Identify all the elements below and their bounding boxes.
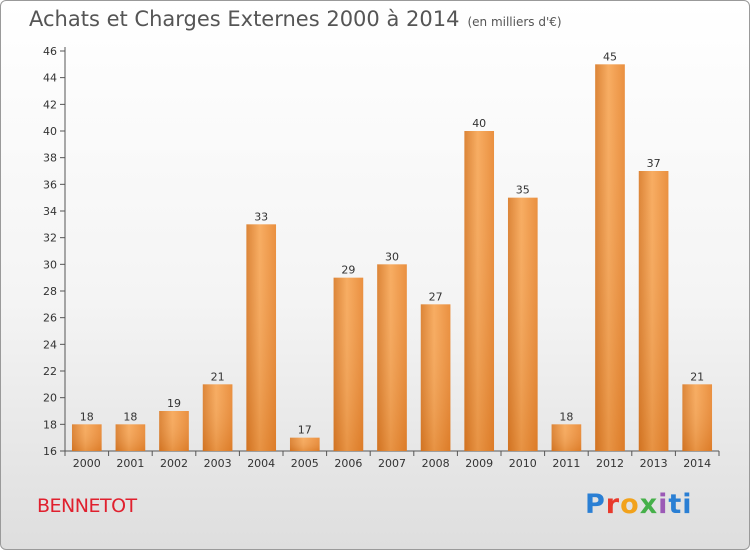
y-tick-label: 16: [43, 445, 57, 458]
y-tick-label: 20: [43, 392, 57, 405]
bar-shade: [464, 131, 495, 451]
logo-letter: o: [620, 489, 640, 520]
x-tick-label: 2004: [247, 457, 275, 470]
data-label: 33: [254, 210, 268, 223]
logo-letter: r: [605, 489, 621, 520]
x-tick-label: 2014: [683, 457, 711, 470]
x-tick-label: 2008: [422, 457, 450, 470]
x-tick-label: 2000: [73, 457, 101, 470]
data-labels-group: 18 18 19 21 33 17 29 30 27 40 35 18 45 37 21: [80, 50, 704, 436]
data-label: 19: [167, 397, 181, 410]
bar-shade: [595, 64, 625, 452]
y-tick-label: 22: [43, 365, 57, 378]
bar-shade: [289, 437, 320, 451]
y-tick-label: 42: [43, 98, 57, 111]
data-label: 17: [298, 424, 312, 437]
y-tick-label: 18: [43, 418, 57, 431]
bar-shade: [682, 384, 713, 451]
title-text: Achats et Charges Externes 2000 à 2014: [29, 7, 460, 31]
data-label: 27: [429, 290, 443, 303]
y-tick-label: 44: [43, 72, 57, 85]
x-tick-label: 2003: [204, 457, 232, 470]
bar-shade: [377, 264, 407, 451]
data-label: 35: [516, 184, 530, 197]
y-tick-label: 32: [43, 232, 57, 245]
logo-letter: i: [682, 489, 693, 520]
logo-letter: t: [668, 489, 683, 520]
y-tick-label: 38: [43, 152, 57, 165]
bars-group: [71, 64, 713, 452]
data-label: 18: [123, 410, 137, 423]
x-tick-label: 2009: [465, 457, 493, 470]
logo-letter: P: [585, 489, 606, 520]
data-label: 40: [472, 117, 486, 130]
data-label: 30: [385, 250, 399, 263]
x-tick-label: 2011: [552, 457, 580, 470]
x-tick-label: 2012: [596, 457, 624, 470]
data-label: 45: [603, 50, 617, 63]
bar-shade: [246, 224, 277, 451]
commune-name: BENNETOT: [37, 495, 137, 517]
bar-shade: [115, 424, 146, 451]
logo-letter: i: [658, 489, 669, 520]
bar-shade: [71, 424, 102, 451]
y-tick-label: 26: [43, 312, 57, 325]
data-label: 21: [211, 370, 225, 383]
bar-shade: [159, 411, 189, 451]
bar-shade: [420, 304, 451, 451]
y-tick-label: 28: [43, 285, 57, 298]
y-tick-label: 36: [43, 178, 57, 191]
data-label: 18: [559, 410, 573, 423]
x-tick-label: 2002: [160, 457, 188, 470]
x-tick-label: 2010: [509, 457, 537, 470]
proxiti-logo: Proxiti: [585, 489, 693, 520]
data-label: 29: [341, 264, 355, 277]
x-tick-label: 2005: [291, 457, 319, 470]
axes: 16 18 20 22 24 26 28 30 32 34 36 38 40 42 44 46 2000 2001…: [43, 45, 720, 470]
y-tick-label: 40: [43, 125, 57, 138]
data-label: 37: [647, 157, 661, 170]
x-tick-label: 2006: [334, 457, 362, 470]
y-tick-label: 24: [43, 338, 57, 351]
bar-shade: [333, 277, 364, 451]
bar-shade: [638, 171, 669, 451]
chart-title: Achats et Charges Externes 2000 à 2014 (e…: [29, 7, 562, 31]
bar-shade: [202, 384, 233, 451]
y-tick-label: 46: [43, 45, 57, 58]
chart-subtitle: (en milliers d'€): [467, 15, 562, 29]
x-tick-label: 2007: [378, 457, 406, 470]
bar-shade: [551, 424, 582, 451]
x-tick-label: 2013: [640, 457, 668, 470]
logo-letter: x: [639, 489, 659, 520]
bar-shade: [507, 197, 538, 451]
data-label: 18: [80, 410, 94, 423]
data-label: 21: [690, 370, 704, 383]
y-tick-label: 34: [43, 205, 57, 218]
x-tick-label: 2001: [116, 457, 144, 470]
y-tick-label: 30: [43, 258, 57, 271]
